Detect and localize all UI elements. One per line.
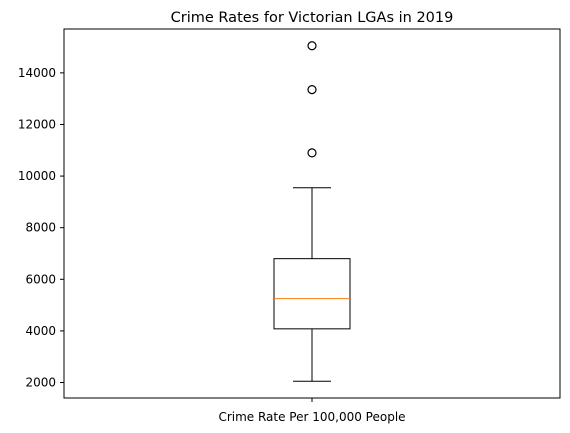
y-tick-label: 8000	[25, 221, 56, 235]
boxplot	[273, 41, 351, 382]
chart-title: Crime Rates for Victorian LGAs in 2019	[171, 10, 454, 26]
y-tick-label: 14000	[18, 66, 56, 80]
outlier-point	[307, 41, 317, 51]
y-tick-label: 6000	[25, 272, 56, 286]
y-tick-label: 2000	[25, 376, 56, 390]
y-tick-label: 10000	[18, 169, 56, 183]
y-tick-label: 4000	[25, 324, 56, 338]
y-axis: 2000 4000 6000 8000 10000 12000 14000	[18, 66, 64, 390]
outlier-point	[307, 85, 317, 95]
x-axis: Crime Rate Per 100,000 People	[218, 398, 406, 424]
x-tick-label: Crime Rate Per 100,000 People	[218, 410, 405, 424]
y-tick-label: 12000	[18, 117, 56, 131]
outlier-point	[307, 148, 317, 158]
interquartile-box	[273, 258, 351, 330]
